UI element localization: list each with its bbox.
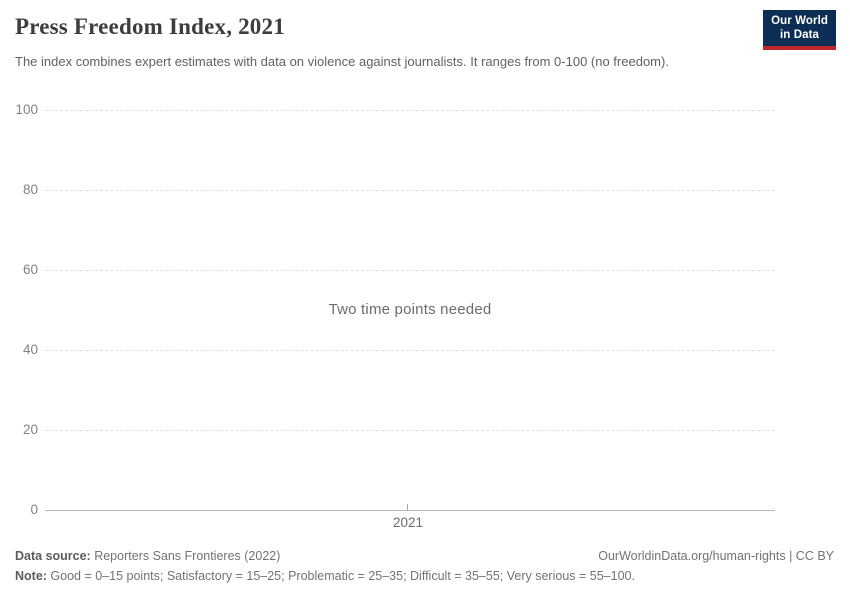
note-value: Good = 0–15 points; Satisfactory = 15–25… (46, 569, 635, 583)
note-line: Note: Good = 0–15 points; Satisfactory =… (15, 568, 635, 584)
owid-logo[interactable]: Our World in Data (763, 10, 836, 50)
note-label: Note: (15, 569, 47, 583)
y-axis-tick-20: 20 (22, 422, 38, 437)
x-axis-line (45, 510, 775, 511)
data-source-line: Data source: Reporters Sans Frontieres (… (15, 548, 280, 564)
attribution-link[interactable]: OurWorldinData.org/human-rights | CC BY (598, 549, 834, 563)
chart-subtitle: The index combines expert estimates with… (15, 54, 669, 69)
page-title: Press Freedom Index, 2021 (15, 14, 285, 39)
empty-state-message: Two time points needed (328, 301, 492, 318)
y-axis-tick-40: 40 (22, 342, 38, 357)
owid-logo-line2: in Data (780, 28, 820, 41)
owid-logo-line1: Our World (771, 15, 828, 27)
x-axis-tick-2021: 2021 (392, 515, 424, 530)
data-source-value: Reporters Sans Frontieres (2022) (90, 549, 281, 563)
gridline-20 (45, 430, 775, 431)
data-source-label: Data source: (15, 549, 91, 563)
y-axis-tick-80: 80 (22, 182, 38, 197)
gridline-40 (45, 350, 775, 351)
y-axis-tick-0: 0 (30, 502, 38, 517)
y-axis-tick-60: 60 (22, 262, 38, 277)
gridline-100 (45, 110, 775, 111)
x-axis-tick-mark (407, 504, 408, 510)
y-axis-tick-100: 100 (15, 102, 38, 117)
gridline-80 (45, 190, 775, 191)
gridline-60 (45, 270, 775, 271)
